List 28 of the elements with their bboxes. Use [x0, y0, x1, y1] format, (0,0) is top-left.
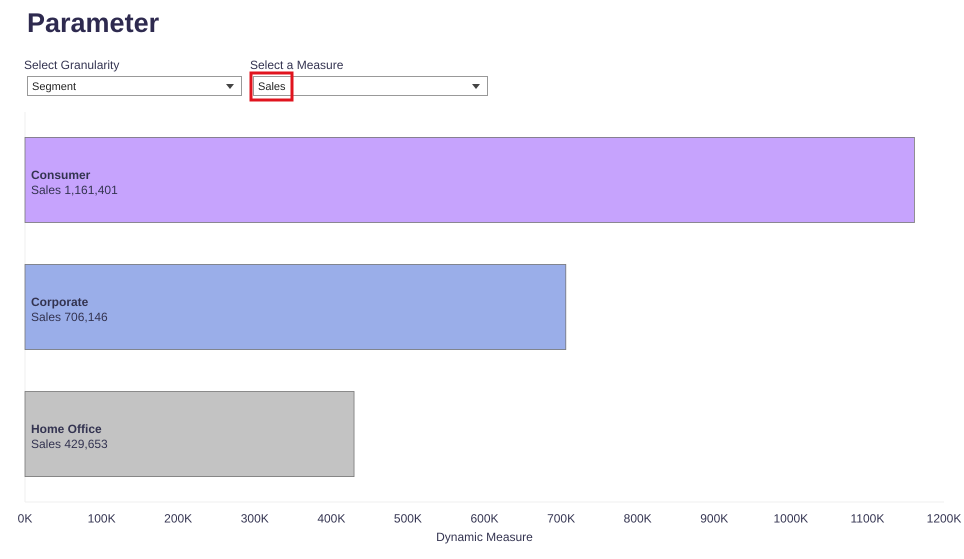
- data-label: Sales 706,146: [31, 310, 108, 324]
- x-tick-label: 0K: [18, 512, 32, 526]
- x-tick-label: 700K: [547, 512, 576, 526]
- bar: [24, 391, 354, 477]
- x-tick-label: 1000K: [773, 512, 808, 526]
- x-axis-title: Dynamic Measure: [436, 530, 534, 544]
- bar: [24, 137, 915, 223]
- text: Segment: [32, 81, 76, 93]
- x-tick-label: 500K: [394, 512, 422, 526]
- x-tick-label: 800K: [624, 512, 652, 526]
- x-tick-label: 100K: [88, 512, 116, 526]
- text: Select Granularity: [24, 58, 120, 72]
- x-tick-label: 900K: [700, 512, 728, 526]
- chart-title: Parameter: [27, 8, 160, 38]
- y-tick-label: Corporate: [31, 295, 89, 309]
- y-tick-label: Consumer: [31, 168, 91, 182]
- x-tick-label: 1100K: [850, 512, 884, 526]
- x-tick-label: 400K: [317, 512, 346, 526]
- data-label: Sales 1,161,401: [31, 182, 118, 197]
- x-tick-label: 600K: [470, 512, 499, 526]
- x-tick-label: 300K: [240, 512, 269, 526]
- bar: [24, 264, 566, 350]
- text: Select a Measure: [250, 58, 344, 72]
- data-label: Sales 429,653: [31, 437, 108, 452]
- x-tick-label: 1200K: [926, 512, 962, 526]
- x-tick-label: 200K: [164, 512, 192, 526]
- y-tick-label: Home Office: [31, 422, 102, 436]
- text: Sales: [258, 81, 286, 93]
